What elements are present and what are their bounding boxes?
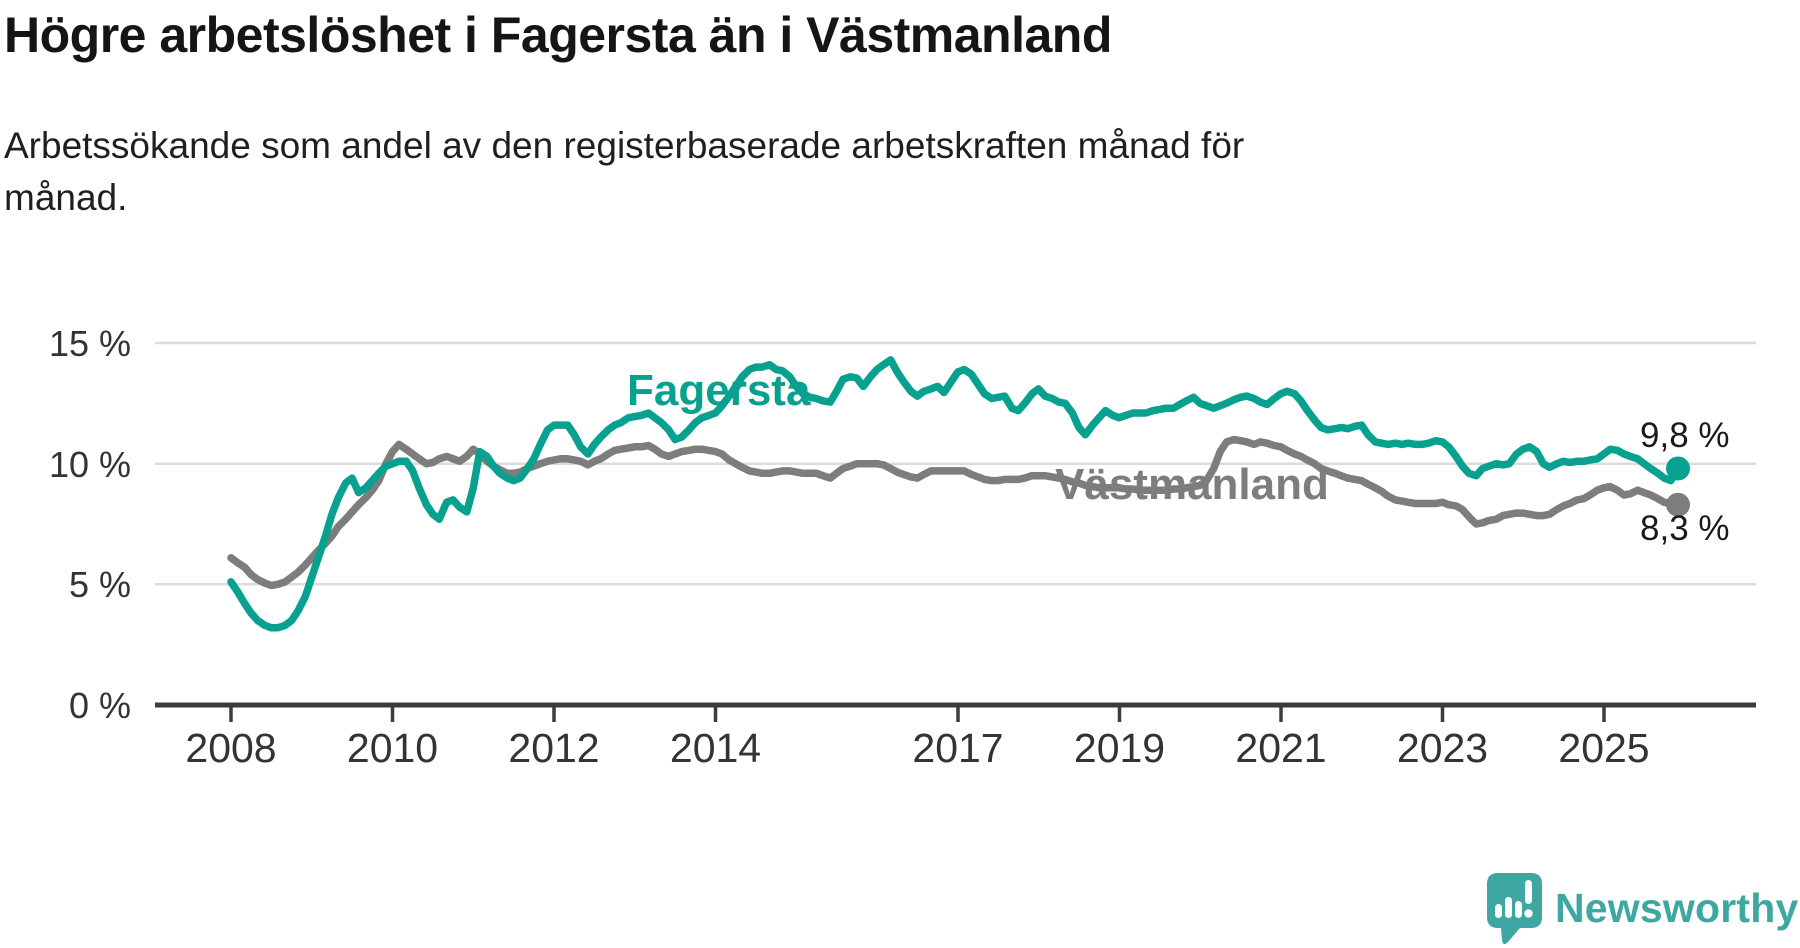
newsworthy-logo-icon	[1487, 873, 1542, 945]
end-value-fagersta: 9,8 %	[1640, 416, 1730, 455]
page-title: Högre arbetslöshet i Fagersta än i Västm…	[4, 7, 1112, 63]
x-tick-label-2017: 2017	[912, 725, 1003, 771]
exclamation-glyph	[1524, 880, 1533, 918]
newsworthy-logo-text: Newsworthy	[1555, 885, 1799, 931]
page-subtitle: Arbetssökande som andel av den registerb…	[4, 125, 1245, 218]
x-tick-label-2010: 2010	[347, 725, 438, 771]
end-dot-västmanland	[1666, 492, 1690, 517]
bar-chart-glyph	[1495, 897, 1522, 918]
line-chart: 0 % 5 % 10 % 15 % 2008 2010 2012 2014 20…	[49, 323, 1756, 771]
end-value-vastmanland: 8,3 %	[1640, 509, 1730, 548]
series-label-fagersta: Fagersta	[627, 366, 811, 415]
x-tick-label-2021: 2021	[1235, 725, 1326, 771]
series-line-fagersta	[227, 356, 1682, 632]
x-tick-label-2025: 2025	[1558, 725, 1649, 771]
x-tick-label-2019: 2019	[1074, 725, 1165, 771]
end-dot-fagersta	[1666, 456, 1690, 481]
y-tick-label-15: 15 %	[49, 323, 131, 364]
x-tick-label-2014: 2014	[670, 725, 761, 771]
x-tick-label-2008: 2008	[185, 725, 276, 771]
series-layer	[227, 356, 1690, 632]
series-line-västmanland	[227, 435, 1682, 590]
x-tick-label-2023: 2023	[1397, 725, 1488, 771]
x-tick-label-2012: 2012	[508, 725, 599, 771]
y-tick-label-0: 0 %	[69, 685, 131, 726]
y-tick-label-10: 10 %	[49, 444, 131, 485]
series-label-vastmanland: Västmanland	[1055, 460, 1329, 509]
newsworthy-logo: Newsworthy	[1486, 872, 1799, 945]
y-tick-label-5: 5 %	[69, 564, 131, 605]
